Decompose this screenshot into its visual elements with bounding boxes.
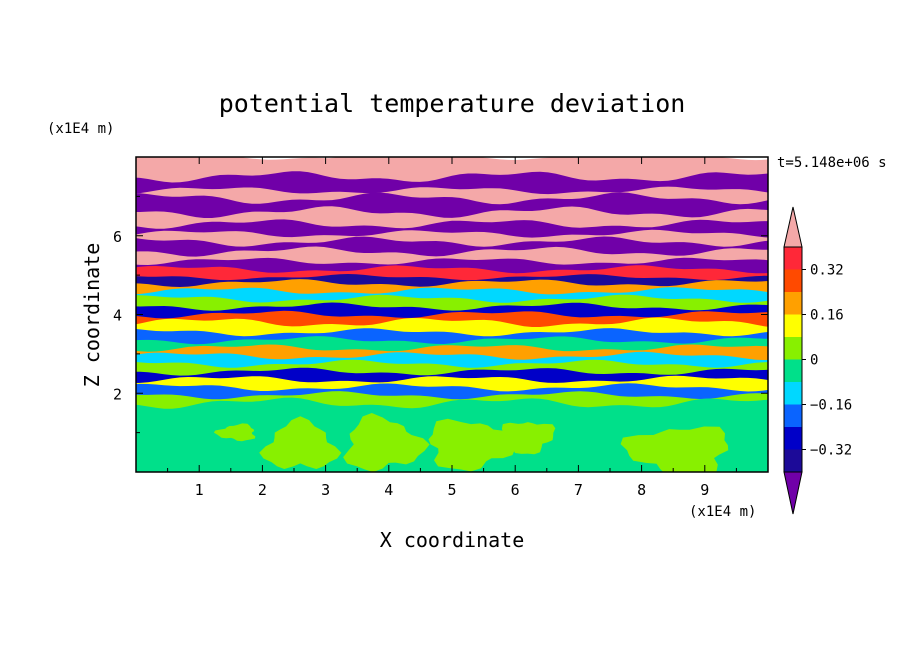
x-tick-label: 3 xyxy=(321,481,330,499)
x-tick-label: 4 xyxy=(384,481,393,499)
x-axis: 1 2 3 4 5 6 7 8 9 xyxy=(167,157,737,499)
contour-patch xyxy=(343,413,430,472)
colorbar-bin xyxy=(784,359,802,382)
colorbar-bin xyxy=(784,382,802,405)
colorbar-over-triangle xyxy=(783,206,803,248)
contour-plot-area xyxy=(136,157,768,472)
colorbar-label: −0.32 xyxy=(810,443,852,459)
chart-title: potential temperature deviation xyxy=(219,89,686,118)
contour-patch xyxy=(620,426,729,472)
x-tick-label: 7 xyxy=(574,481,583,499)
colorbar-label: 0 xyxy=(810,353,818,369)
x-axis-label: X coordinate xyxy=(380,528,525,552)
colorbar-bin xyxy=(784,247,802,270)
y-axis-label: Z coordinate xyxy=(80,243,104,388)
contour-patch xyxy=(428,418,525,472)
y-unit-label: (x1E4 m) xyxy=(47,121,114,137)
x-tick-label: 1 xyxy=(195,481,204,499)
colorbar-bin xyxy=(784,449,802,472)
x-tick-label: 8 xyxy=(637,481,646,499)
colorbar-under-triangle xyxy=(783,471,803,515)
x-tick-label: 6 xyxy=(511,481,520,499)
colorbar-bin xyxy=(784,404,802,427)
colorbar-label: 0.32 xyxy=(810,263,844,279)
x-tick-label: 5 xyxy=(447,481,456,499)
colorbar-label: 0.16 xyxy=(810,308,844,324)
time-label: t=5.148e+06 s xyxy=(777,155,887,171)
y-tick-label: 4 xyxy=(113,307,122,325)
y-axis: 2 4 6 xyxy=(113,195,768,434)
colorbar-bin xyxy=(784,269,802,292)
y-tick-label: 6 xyxy=(113,228,122,246)
x-unit-label: (x1E4 m) xyxy=(689,504,756,520)
contour-patch xyxy=(259,416,342,469)
colorbar-bin xyxy=(784,292,802,315)
colorbar: 0.32 0.16 0 −0.16 −0.32 xyxy=(783,206,852,515)
colorbar-bin xyxy=(784,427,802,450)
x-tick-label: 2 xyxy=(258,481,267,499)
contour-patch xyxy=(213,423,256,442)
x-tick-label: 9 xyxy=(700,481,709,499)
y-tick-label: 2 xyxy=(113,385,122,403)
colorbar-label: −0.16 xyxy=(810,398,852,414)
colorbar-bin xyxy=(784,337,802,360)
contour-patch xyxy=(501,422,556,455)
colorbar-bin xyxy=(784,314,802,337)
